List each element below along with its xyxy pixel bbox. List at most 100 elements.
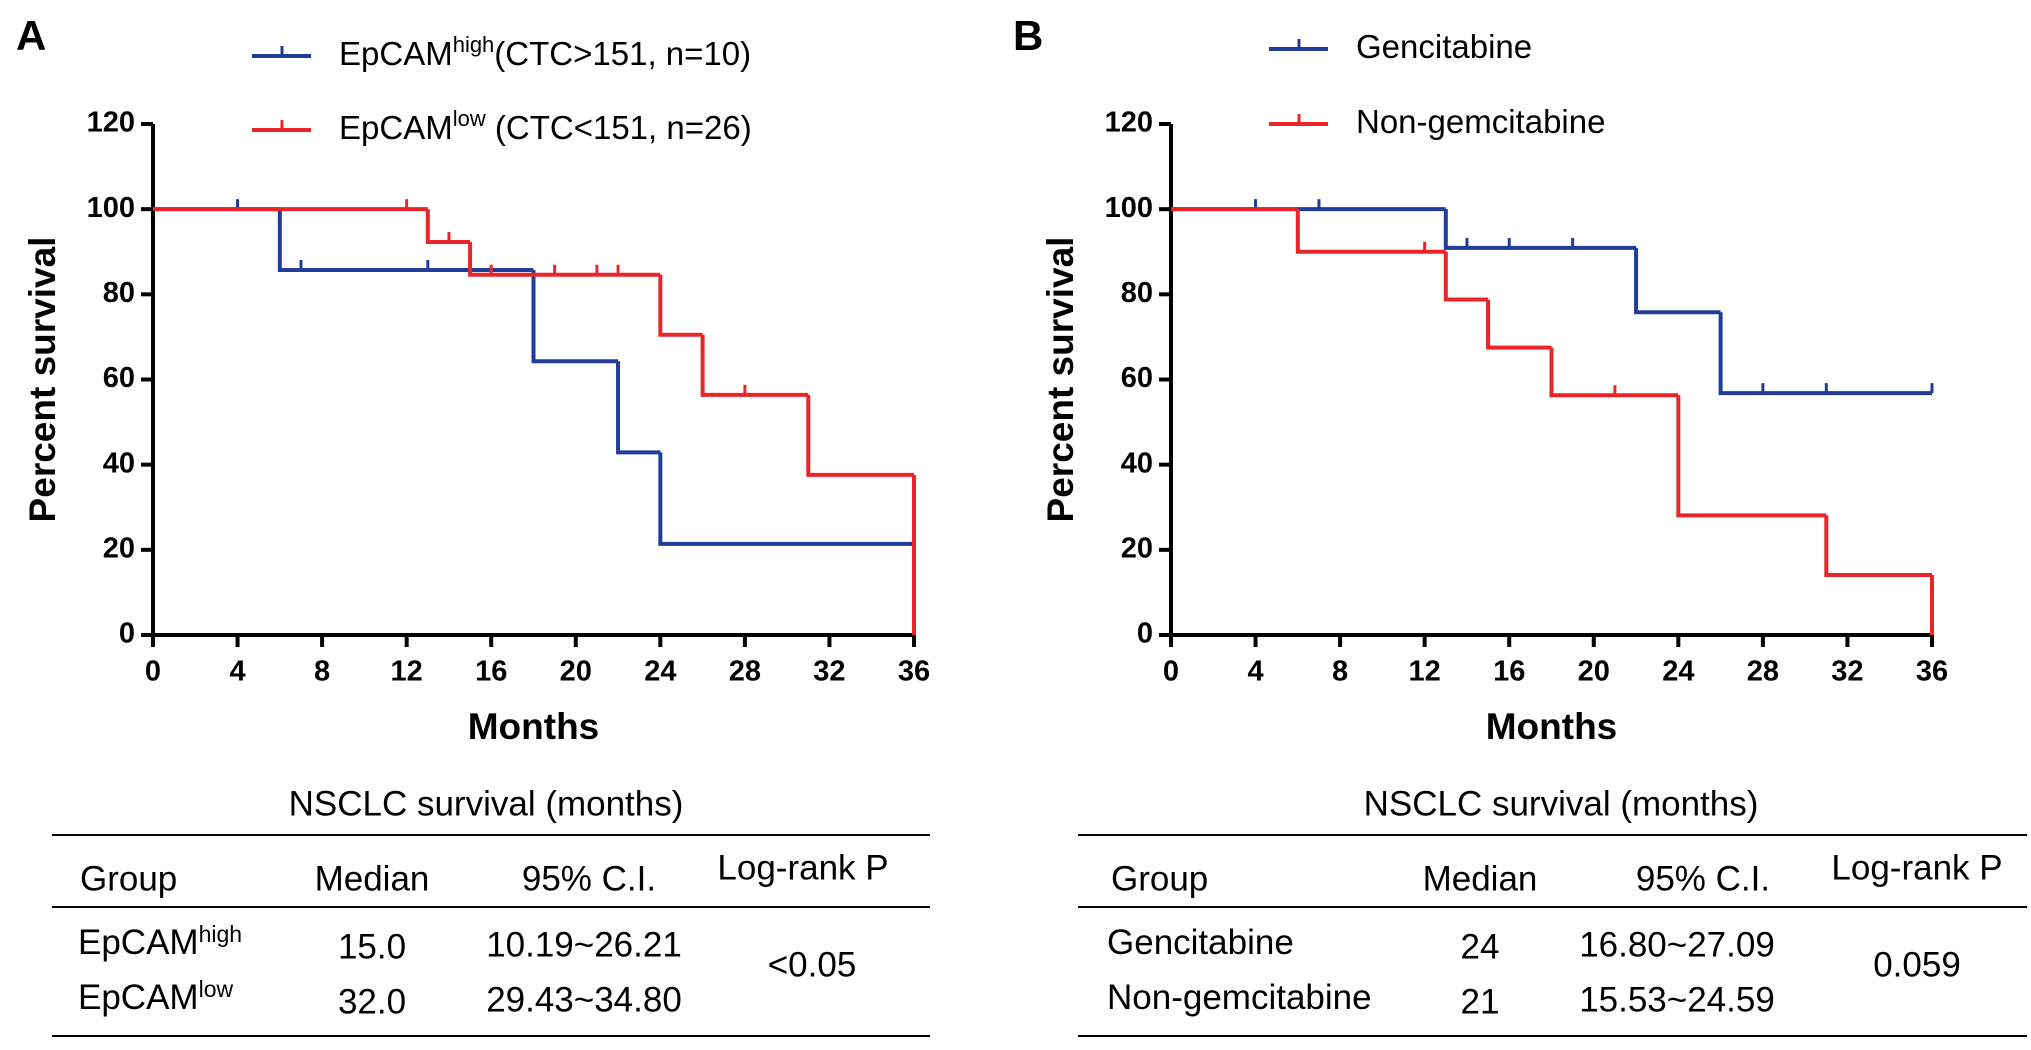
y-tick-label: 100: [1105, 192, 1153, 224]
survival-step: [700, 334, 809, 397]
table-ci: 10.19~26.21: [486, 925, 682, 964]
y-tick-label: 60: [1121, 362, 1153, 394]
survival-step: [1718, 312, 1932, 396]
group-name: Gencitabine: [1107, 923, 1294, 962]
x-tick-label: 20: [560, 656, 592, 688]
survival-step: [1549, 347, 1679, 398]
y-tick-label: 40: [1121, 447, 1153, 479]
table-ci: 29.43~34.80: [486, 980, 682, 1019]
x-tick-label: 4: [229, 656, 245, 688]
table-median: 15.0: [338, 927, 406, 966]
x-axis-label: Months: [468, 706, 600, 747]
group-sup: high: [199, 921, 242, 947]
y-tick-label: 0: [1137, 618, 1153, 650]
x-tick-label: 24: [644, 656, 676, 688]
legend-name: Non-gemcitabine: [1356, 103, 1605, 140]
legend-label: Non-gemcitabine: [1356, 103, 1605, 140]
y-tick-label: 100: [87, 192, 135, 224]
x-tick-label: 12: [391, 656, 423, 688]
survival-step: [616, 361, 661, 455]
survival-step: [1295, 209, 1446, 254]
y-tick-label: 20: [103, 532, 135, 564]
x-tick-label: 4: [1247, 656, 1263, 688]
table-ci: 16.80~27.09: [1579, 925, 1775, 964]
x-tick-label: 0: [1163, 656, 1179, 688]
y-tick-label: 120: [87, 107, 135, 139]
table-header: Median: [1423, 859, 1538, 898]
group-name: EpCAM: [78, 978, 199, 1017]
x-tick-label: 28: [729, 656, 761, 688]
survival-step: [806, 394, 914, 477]
x-axis-label: Months: [1486, 706, 1618, 747]
legend-suffix: (CTC>151, n=10): [494, 35, 751, 72]
table-header: Median: [315, 859, 430, 898]
panel-label: A: [16, 12, 46, 59]
table-title: NSCLC survival (months): [1364, 784, 1759, 823]
y-tick-label: 120: [1105, 107, 1153, 139]
survival-step: [1486, 299, 1552, 350]
table-group: Gencitabine: [1107, 923, 1294, 962]
y-tick-label: 40: [103, 447, 135, 479]
survival-step: [1634, 247, 1721, 315]
legend-sup: low: [453, 106, 486, 131]
legend-sup: high: [453, 32, 495, 57]
legend-name: EpCAM: [339, 109, 453, 146]
y-tick-label: 80: [1121, 277, 1153, 309]
x-tick-label: 16: [1493, 656, 1525, 688]
table-p: <0.05: [768, 945, 857, 984]
y-tick-label: 20: [1121, 532, 1153, 564]
table-p: 0.059: [1873, 945, 1961, 984]
x-tick-label: 12: [1409, 656, 1441, 688]
y-axis-label: Percent survival: [22, 237, 63, 523]
survival-step: [425, 209, 471, 244]
x-tick-label: 8: [314, 656, 330, 688]
table-median: 24: [1461, 927, 1500, 966]
survival-step: [1676, 395, 1827, 518]
x-tick-label: 8: [1332, 656, 1348, 688]
x-tick-label: 20: [1578, 656, 1610, 688]
table-header: Log-rank P: [1831, 848, 2002, 887]
x-tick-label: 32: [813, 656, 845, 688]
table-header: Log-rank P: [717, 848, 888, 887]
table-header: 95% C.I.: [522, 859, 656, 898]
survival-step: [277, 209, 534, 273]
y-axis-label: Percent survival: [1040, 237, 1081, 523]
legend-label: EpCAMhigh(CTC>151, n=10): [339, 32, 751, 72]
legend-name: EpCAM: [339, 35, 453, 72]
survival-step: [1443, 251, 1489, 302]
panel-label: B: [1013, 12, 1043, 59]
legend-label: Gencitabine: [1356, 28, 1532, 65]
x-tick-label: 0: [145, 656, 161, 688]
x-tick-label: 32: [1831, 656, 1863, 688]
table-median: 32.0: [338, 982, 406, 1021]
table-group: Non-gemcitabine: [1107, 978, 1372, 1017]
survival-step: [1824, 515, 1932, 577]
table-group: EpCAMlow: [78, 976, 233, 1017]
survival-step: [531, 270, 619, 364]
legend-label: EpCAMlow (CTC<151, n=26): [339, 106, 752, 146]
x-tick-label: 36: [1916, 656, 1948, 688]
legend-name: Gencitabine: [1356, 28, 1532, 65]
group-name: Non-gemcitabine: [1107, 978, 1372, 1017]
group-sup: low: [199, 976, 234, 1002]
table-header: 95% C.I.: [1636, 859, 1770, 898]
table-header: Group: [80, 859, 177, 898]
survival-step: [658, 452, 914, 546]
survival-step: [658, 274, 703, 337]
x-tick-label: 24: [1662, 656, 1694, 688]
x-tick-label: 28: [1747, 656, 1779, 688]
y-tick-label: 80: [103, 277, 135, 309]
table-title: NSCLC survival (months): [289, 784, 684, 823]
table-header: Group: [1111, 859, 1208, 898]
survival-step: [1443, 209, 1637, 250]
x-tick-label: 36: [898, 656, 930, 688]
x-tick-label: 16: [475, 656, 507, 688]
table-ci: 15.53~24.59: [1579, 980, 1775, 1019]
y-tick-label: 0: [119, 618, 135, 650]
y-tick-label: 60: [103, 362, 135, 394]
legend-suffix: (CTC<151, n=26): [486, 109, 752, 146]
group-name: EpCAM: [78, 923, 199, 962]
table-group: EpCAMhigh: [78, 921, 242, 962]
